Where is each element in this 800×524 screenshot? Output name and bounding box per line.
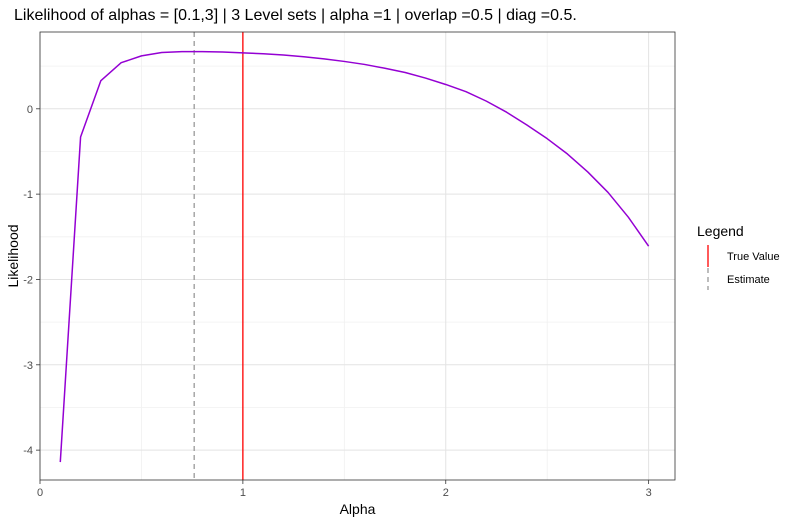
plot-border xyxy=(39,31,676,481)
y-axis: -4 -3 -2 -1 0 xyxy=(23,104,40,457)
reference-lines xyxy=(193,32,244,480)
x-tick-label: 3 xyxy=(646,487,652,499)
x-tick-label: 2 xyxy=(443,487,449,499)
x-axis: 0 1 2 3 xyxy=(37,480,652,499)
estimate-legend-label: Estimate xyxy=(727,274,770,286)
y-tick-label: -2 xyxy=(23,274,33,286)
legend-title: Legend xyxy=(697,223,744,239)
y-tick-label: -4 xyxy=(23,445,33,457)
x-tick-label: 0 xyxy=(37,487,43,499)
y-tick-label: 0 xyxy=(27,104,33,116)
true-value-legend-label: True Value xyxy=(727,251,780,263)
y-tick-label: -3 xyxy=(23,360,33,372)
x-tick-label: 1 xyxy=(240,487,246,499)
y-axis-title: Likelihood xyxy=(5,224,21,287)
plot-panel xyxy=(40,32,675,480)
y-tick-label: -1 xyxy=(23,189,33,201)
chart-title: Likelihood of alphas = [0.1,3] | 3 Level… xyxy=(14,7,577,24)
series-layer xyxy=(59,50,650,463)
x-axis-title: Alpha xyxy=(340,501,376,517)
likelihood-series-line xyxy=(59,50,650,463)
grid xyxy=(39,32,675,480)
legend: Legend True Value Estimate xyxy=(697,223,780,290)
